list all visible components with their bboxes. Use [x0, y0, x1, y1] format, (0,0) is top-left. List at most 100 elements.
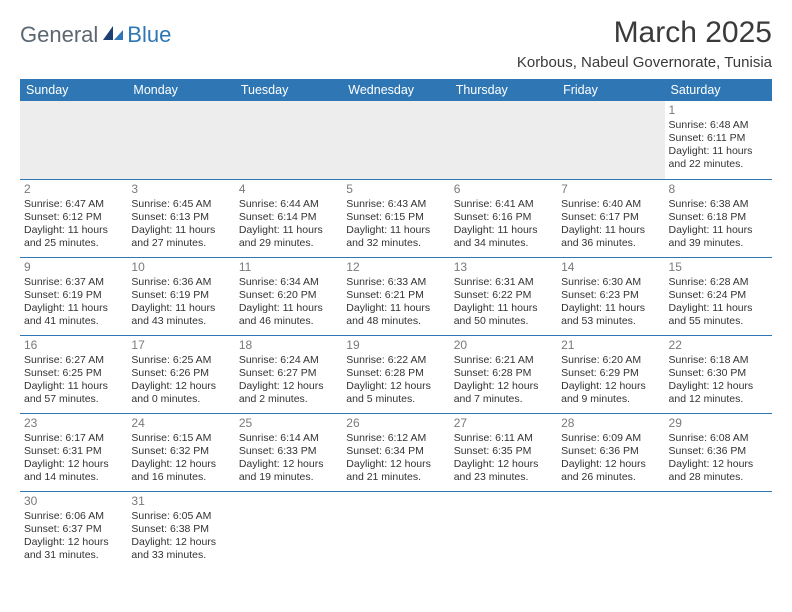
sail-icon: [101, 24, 125, 42]
calendar-cell: 13Sunrise: 6:31 AMSunset: 6:22 PMDayligh…: [450, 257, 557, 335]
sunrise-line: Sunrise: 6:30 AM: [561, 276, 660, 289]
calendar-cell: 29Sunrise: 6:08 AMSunset: 6:36 PMDayligh…: [665, 413, 772, 491]
daylight-line: Daylight: 12 hours and 5 minutes.: [346, 380, 445, 406]
sunrise-line: Sunrise: 6:06 AM: [24, 510, 123, 523]
daylight-line: Daylight: 12 hours and 7 minutes.: [454, 380, 553, 406]
sunrise-line: Sunrise: 6:27 AM: [24, 354, 123, 367]
daylight-line: Daylight: 11 hours and 43 minutes.: [131, 302, 230, 328]
day-number: 27: [454, 416, 553, 431]
sunset-line: Sunset: 6:37 PM: [24, 523, 123, 536]
day-number: 6: [454, 182, 553, 197]
weekday-header: Thursday: [450, 79, 557, 101]
sunset-line: Sunset: 6:19 PM: [131, 289, 230, 302]
location: Korbous, Nabeul Governorate, Tunisia: [517, 54, 772, 71]
day-number: 25: [239, 416, 338, 431]
day-number: 14: [561, 260, 660, 275]
day-number: 2: [24, 182, 123, 197]
sunrise-line: Sunrise: 6:25 AM: [131, 354, 230, 367]
calendar-cell: 10Sunrise: 6:36 AMSunset: 6:19 PMDayligh…: [127, 257, 234, 335]
calendar-cell: 31Sunrise: 6:05 AMSunset: 6:38 PMDayligh…: [127, 491, 234, 569]
calendar-cell: [235, 101, 342, 179]
sunset-line: Sunset: 6:12 PM: [24, 211, 123, 224]
sunrise-line: Sunrise: 6:34 AM: [239, 276, 338, 289]
weekday-header: Sunday: [20, 79, 127, 101]
daylight-line: Daylight: 11 hours and 36 minutes.: [561, 224, 660, 250]
calendar-cell: 24Sunrise: 6:15 AMSunset: 6:32 PMDayligh…: [127, 413, 234, 491]
sunrise-line: Sunrise: 6:15 AM: [131, 432, 230, 445]
sunset-line: Sunset: 6:28 PM: [454, 367, 553, 380]
day-number: 7: [561, 182, 660, 197]
logo: General Blue: [20, 22, 171, 48]
day-number: 5: [346, 182, 445, 197]
month-title: March 2025: [517, 16, 772, 50]
header: General Blue March 2025 Korbous, Nabeul …: [20, 16, 772, 71]
sunrise-line: Sunrise: 6:09 AM: [561, 432, 660, 445]
daylight-line: Daylight: 12 hours and 12 minutes.: [669, 380, 768, 406]
calendar-cell: 19Sunrise: 6:22 AMSunset: 6:28 PMDayligh…: [342, 335, 449, 413]
sunset-line: Sunset: 6:32 PM: [131, 445, 230, 458]
sunrise-line: Sunrise: 6:37 AM: [24, 276, 123, 289]
daylight-line: Daylight: 12 hours and 26 minutes.: [561, 458, 660, 484]
calendar-cell: 23Sunrise: 6:17 AMSunset: 6:31 PMDayligh…: [20, 413, 127, 491]
calendar-cell: 5Sunrise: 6:43 AMSunset: 6:15 PMDaylight…: [342, 179, 449, 257]
calendar-row: 30Sunrise: 6:06 AMSunset: 6:37 PMDayligh…: [20, 491, 772, 569]
calendar-cell: 22Sunrise: 6:18 AMSunset: 6:30 PMDayligh…: [665, 335, 772, 413]
calendar-cell: 12Sunrise: 6:33 AMSunset: 6:21 PMDayligh…: [342, 257, 449, 335]
calendar-cell: [557, 491, 664, 569]
sunrise-line: Sunrise: 6:14 AM: [239, 432, 338, 445]
daylight-line: Daylight: 12 hours and 23 minutes.: [454, 458, 553, 484]
calendar-body: 1Sunrise: 6:48 AMSunset: 6:11 PMDaylight…: [20, 101, 772, 569]
sunrise-line: Sunrise: 6:22 AM: [346, 354, 445, 367]
calendar-cell: 9Sunrise: 6:37 AMSunset: 6:19 PMDaylight…: [20, 257, 127, 335]
sunset-line: Sunset: 6:35 PM: [454, 445, 553, 458]
calendar-cell: 16Sunrise: 6:27 AMSunset: 6:25 PMDayligh…: [20, 335, 127, 413]
sunset-line: Sunset: 6:27 PM: [239, 367, 338, 380]
sunrise-line: Sunrise: 6:43 AM: [346, 198, 445, 211]
sunrise-line: Sunrise: 6:28 AM: [669, 276, 768, 289]
calendar-cell: 17Sunrise: 6:25 AMSunset: 6:26 PMDayligh…: [127, 335, 234, 413]
daylight-line: Daylight: 11 hours and 48 minutes.: [346, 302, 445, 328]
calendar-cell: [557, 101, 664, 179]
day-number: 1: [669, 103, 768, 118]
calendar-cell: [342, 101, 449, 179]
day-number: 16: [24, 338, 123, 353]
daylight-line: Daylight: 11 hours and 27 minutes.: [131, 224, 230, 250]
title-block: March 2025 Korbous, Nabeul Governorate, …: [517, 16, 772, 71]
calendar-cell: 4Sunrise: 6:44 AMSunset: 6:14 PMDaylight…: [235, 179, 342, 257]
calendar-cell: 18Sunrise: 6:24 AMSunset: 6:27 PMDayligh…: [235, 335, 342, 413]
day-number: 29: [669, 416, 768, 431]
sunset-line: Sunset: 6:13 PM: [131, 211, 230, 224]
daylight-line: Daylight: 12 hours and 16 minutes.: [131, 458, 230, 484]
day-number: 10: [131, 260, 230, 275]
sunset-line: Sunset: 6:28 PM: [346, 367, 445, 380]
sunset-line: Sunset: 6:15 PM: [346, 211, 445, 224]
sunrise-line: Sunrise: 6:41 AM: [454, 198, 553, 211]
sunrise-line: Sunrise: 6:31 AM: [454, 276, 553, 289]
calendar-cell: [450, 491, 557, 569]
daylight-line: Daylight: 12 hours and 14 minutes.: [24, 458, 123, 484]
day-number: 21: [561, 338, 660, 353]
calendar-cell: [235, 491, 342, 569]
day-number: 26: [346, 416, 445, 431]
weekday-header-row: SundayMondayTuesdayWednesdayThursdayFrid…: [20, 79, 772, 101]
calendar-cell: 25Sunrise: 6:14 AMSunset: 6:33 PMDayligh…: [235, 413, 342, 491]
sunset-line: Sunset: 6:16 PM: [454, 211, 553, 224]
day-number: 15: [669, 260, 768, 275]
weekday-header: Friday: [557, 79, 664, 101]
calendar-cell: 11Sunrise: 6:34 AMSunset: 6:20 PMDayligh…: [235, 257, 342, 335]
day-number: 11: [239, 260, 338, 275]
sunset-line: Sunset: 6:29 PM: [561, 367, 660, 380]
calendar-cell: [342, 491, 449, 569]
day-number: 13: [454, 260, 553, 275]
day-number: 8: [669, 182, 768, 197]
calendar-cell: 15Sunrise: 6:28 AMSunset: 6:24 PMDayligh…: [665, 257, 772, 335]
day-number: 3: [131, 182, 230, 197]
sunset-line: Sunset: 6:36 PM: [561, 445, 660, 458]
sunset-line: Sunset: 6:30 PM: [669, 367, 768, 380]
sunrise-line: Sunrise: 6:48 AM: [669, 119, 768, 132]
day-number: 20: [454, 338, 553, 353]
day-number: 12: [346, 260, 445, 275]
calendar-cell: 3Sunrise: 6:45 AMSunset: 6:13 PMDaylight…: [127, 179, 234, 257]
day-number: 19: [346, 338, 445, 353]
weekday-header: Wednesday: [342, 79, 449, 101]
